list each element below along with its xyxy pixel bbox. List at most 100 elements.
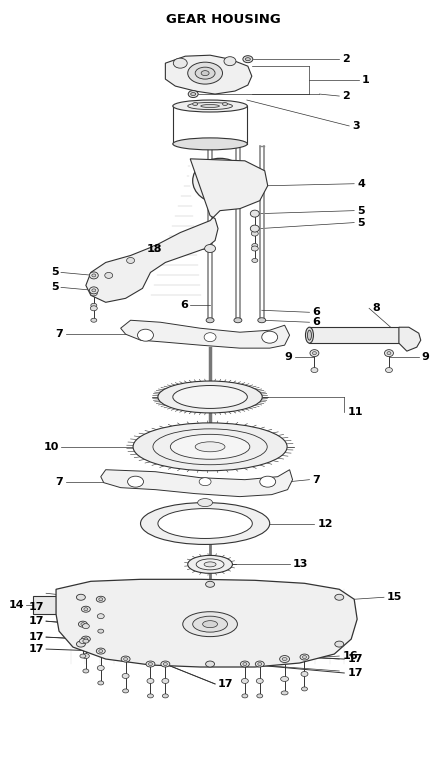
Ellipse shape bbox=[78, 621, 87, 627]
Ellipse shape bbox=[83, 624, 89, 629]
Ellipse shape bbox=[163, 662, 167, 665]
Ellipse shape bbox=[92, 289, 96, 292]
Ellipse shape bbox=[147, 679, 154, 683]
Text: 3: 3 bbox=[352, 121, 360, 131]
Ellipse shape bbox=[80, 654, 86, 658]
Ellipse shape bbox=[173, 58, 187, 68]
Ellipse shape bbox=[188, 62, 223, 84]
Ellipse shape bbox=[385, 368, 392, 372]
Ellipse shape bbox=[183, 612, 237, 636]
Ellipse shape bbox=[302, 656, 306, 658]
Ellipse shape bbox=[252, 246, 258, 251]
Text: 17: 17 bbox=[29, 602, 44, 612]
Text: 8: 8 bbox=[372, 303, 380, 313]
Text: 18: 18 bbox=[147, 244, 162, 253]
Text: 13: 13 bbox=[293, 559, 308, 569]
Text: 1: 1 bbox=[362, 75, 370, 85]
Text: 16: 16 bbox=[342, 651, 358, 661]
Ellipse shape bbox=[91, 291, 97, 296]
Ellipse shape bbox=[92, 274, 96, 277]
Ellipse shape bbox=[200, 165, 240, 196]
Text: 2: 2 bbox=[342, 91, 350, 101]
Ellipse shape bbox=[199, 478, 211, 485]
Ellipse shape bbox=[193, 616, 227, 632]
Ellipse shape bbox=[384, 350, 393, 357]
Ellipse shape bbox=[193, 158, 248, 203]
Ellipse shape bbox=[98, 629, 104, 633]
Ellipse shape bbox=[81, 606, 91, 612]
Ellipse shape bbox=[91, 306, 97, 311]
Ellipse shape bbox=[258, 662, 262, 665]
Ellipse shape bbox=[206, 581, 215, 587]
Ellipse shape bbox=[97, 614, 104, 619]
Ellipse shape bbox=[96, 596, 105, 602]
Ellipse shape bbox=[158, 509, 252, 538]
Ellipse shape bbox=[307, 330, 311, 340]
Text: 17: 17 bbox=[347, 654, 363, 664]
Ellipse shape bbox=[89, 287, 98, 294]
Ellipse shape bbox=[204, 562, 216, 567]
Ellipse shape bbox=[260, 476, 276, 487]
Ellipse shape bbox=[258, 318, 266, 323]
Ellipse shape bbox=[282, 657, 287, 661]
Ellipse shape bbox=[149, 662, 153, 665]
Ellipse shape bbox=[198, 499, 213, 506]
Ellipse shape bbox=[240, 661, 249, 667]
Ellipse shape bbox=[262, 331, 278, 344]
Ellipse shape bbox=[195, 67, 215, 79]
Text: 17: 17 bbox=[218, 679, 234, 689]
Text: 5: 5 bbox=[357, 206, 365, 216]
Ellipse shape bbox=[124, 657, 128, 661]
Ellipse shape bbox=[152, 245, 159, 252]
Ellipse shape bbox=[123, 689, 128, 693]
Ellipse shape bbox=[195, 442, 225, 452]
Polygon shape bbox=[310, 327, 399, 344]
Ellipse shape bbox=[162, 679, 169, 683]
Ellipse shape bbox=[387, 351, 391, 354]
Ellipse shape bbox=[300, 654, 309, 660]
Ellipse shape bbox=[311, 368, 318, 372]
Text: 6: 6 bbox=[313, 317, 320, 327]
Ellipse shape bbox=[121, 656, 130, 662]
Ellipse shape bbox=[243, 662, 247, 665]
Text: 17: 17 bbox=[29, 644, 44, 654]
Ellipse shape bbox=[91, 319, 97, 323]
Ellipse shape bbox=[81, 622, 85, 626]
Polygon shape bbox=[399, 327, 421, 351]
Ellipse shape bbox=[193, 103, 198, 105]
Ellipse shape bbox=[84, 638, 88, 640]
Ellipse shape bbox=[250, 225, 259, 232]
Ellipse shape bbox=[313, 351, 316, 354]
Text: 5: 5 bbox=[357, 217, 365, 227]
Text: 15: 15 bbox=[387, 592, 402, 602]
Ellipse shape bbox=[140, 502, 270, 545]
Ellipse shape bbox=[252, 259, 258, 263]
Text: 10: 10 bbox=[44, 442, 59, 452]
Text: 5: 5 bbox=[51, 267, 59, 277]
Ellipse shape bbox=[153, 429, 267, 465]
Ellipse shape bbox=[243, 55, 253, 62]
Polygon shape bbox=[165, 55, 252, 94]
Ellipse shape bbox=[162, 694, 168, 698]
Ellipse shape bbox=[173, 386, 248, 408]
Ellipse shape bbox=[301, 671, 308, 676]
Ellipse shape bbox=[301, 687, 307, 691]
Ellipse shape bbox=[91, 303, 97, 307]
Text: GEAR HOUSING: GEAR HOUSING bbox=[165, 12, 281, 26]
Ellipse shape bbox=[280, 656, 289, 662]
Polygon shape bbox=[101, 470, 293, 497]
Text: 7: 7 bbox=[55, 477, 63, 487]
Ellipse shape bbox=[306, 327, 314, 344]
Text: 14: 14 bbox=[8, 601, 24, 610]
Text: 7: 7 bbox=[313, 474, 320, 485]
Ellipse shape bbox=[188, 555, 232, 573]
Text: 5: 5 bbox=[51, 282, 59, 292]
Ellipse shape bbox=[201, 71, 209, 76]
Text: 7: 7 bbox=[55, 330, 63, 339]
Ellipse shape bbox=[84, 608, 88, 611]
Ellipse shape bbox=[223, 103, 227, 105]
Ellipse shape bbox=[83, 654, 89, 658]
Ellipse shape bbox=[191, 93, 196, 96]
Ellipse shape bbox=[96, 648, 105, 654]
Text: 17: 17 bbox=[29, 632, 44, 642]
